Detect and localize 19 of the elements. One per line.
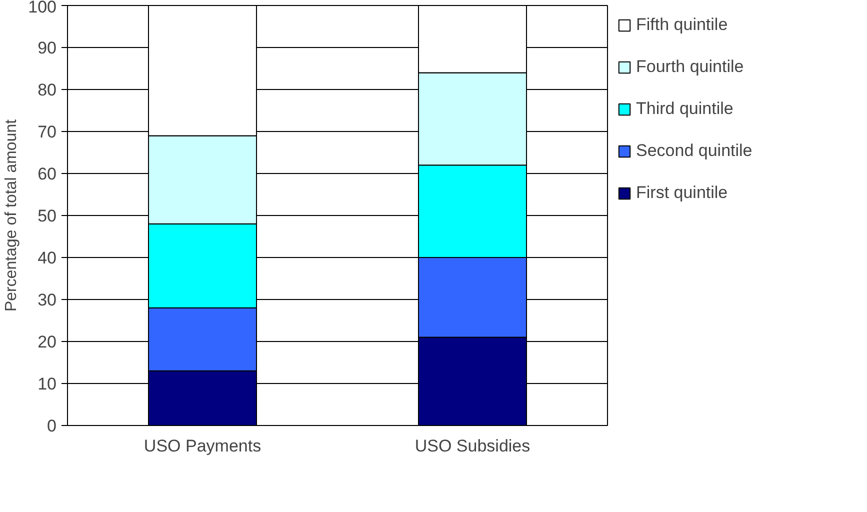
- legend-label: Fourth quintile: [636, 57, 744, 77]
- legend-label: Third quintile: [636, 99, 734, 119]
- x-tick-label: USO Payments: [144, 436, 262, 456]
- y-tick-label: 90: [38, 38, 57, 58]
- y-tick-label: 30: [38, 290, 57, 310]
- legend-label: Fifth quintile: [636, 15, 728, 35]
- y-tick-label: 60: [38, 164, 57, 184]
- y-axis-title: Percentage of total amount: [3, 118, 20, 312]
- y-tick-label: 70: [38, 122, 57, 142]
- y-tick-label: 100: [28, 0, 57, 16]
- legend-label: First quintile: [636, 183, 728, 203]
- y-tick-label: 0: [47, 416, 57, 436]
- y-tick-label: 80: [38, 80, 57, 100]
- x-tick-label: USO Subsidies: [414, 436, 530, 456]
- y-tick-label: 50: [38, 206, 57, 226]
- y-tick-label: 10: [38, 374, 57, 394]
- legend-label: Second quintile: [636, 141, 752, 161]
- y-tick-label: 20: [38, 332, 57, 352]
- y-tick-label: 40: [38, 248, 57, 268]
